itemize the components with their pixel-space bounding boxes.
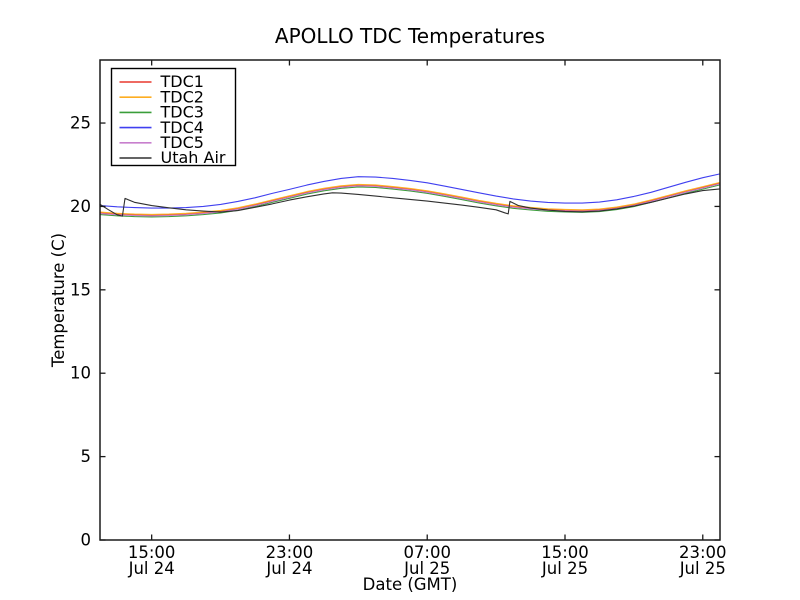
x-tick-label-time: 23:00 <box>679 543 727 562</box>
x-tick-label-date: Jul 25 <box>403 559 450 578</box>
x-tick-label-date: Jul 25 <box>679 559 726 578</box>
y-tick-label: 10 <box>70 364 91 383</box>
legend-label-tdc4: TDC4 <box>160 118 204 137</box>
y-tick-label: 25 <box>70 114 91 133</box>
chart-title: APOLLO TDC Temperatures <box>275 24 545 48</box>
series-line-utah-air <box>99 188 721 217</box>
x-tick-label-time: 23:00 <box>266 543 314 562</box>
series-line-tdc3 <box>99 184 721 218</box>
x-tick-label-date: Jul 25 <box>541 559 588 578</box>
x-axis-label: Date (GMT) <box>363 575 458 594</box>
legend-label-tdc5: TDC5 <box>160 133 204 152</box>
legend-box <box>110 67 237 167</box>
legend-label-utah-air: Utah Air <box>161 148 226 167</box>
y-tick-label: 5 <box>81 447 92 466</box>
series-line-tdc4 <box>99 173 721 209</box>
y-tick-label: 20 <box>70 197 91 216</box>
series-line-tdc2 <box>99 181 721 215</box>
y-tick-label: 15 <box>70 280 91 299</box>
x-tick-label-date: Jul 24 <box>265 559 312 578</box>
legend-label-tdc1: TDC1 <box>160 72 204 91</box>
legend-label-tdc2: TDC2 <box>160 87 204 106</box>
series-line-tdc1 <box>99 182 721 216</box>
x-tick-label-time: 15:00 <box>128 543 176 562</box>
series-lines <box>99 173 721 218</box>
x-tick-label-time: 07:00 <box>403 543 451 562</box>
y-tick-label: 0 <box>81 531 92 550</box>
plot-border <box>99 59 721 541</box>
legend-label-tdc3: TDC3 <box>160 103 204 122</box>
y-axis-label: Temperature (C) <box>49 233 68 368</box>
x-tick-label-date: Jul 24 <box>128 559 175 578</box>
x-tick-label-time: 15:00 <box>541 543 589 562</box>
